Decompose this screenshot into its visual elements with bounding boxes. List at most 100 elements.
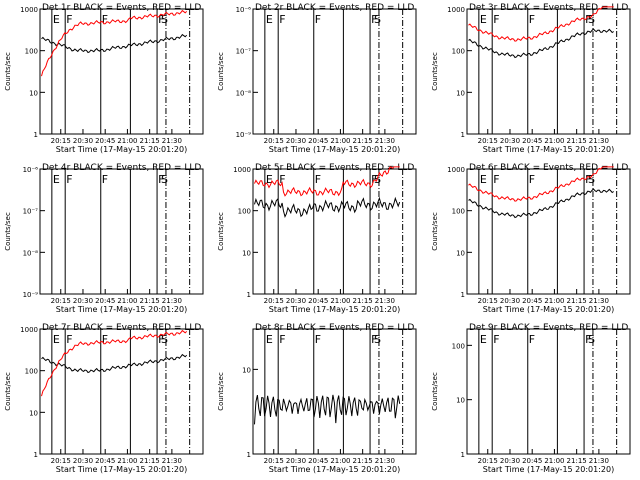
x-tick-label: 21:00 [544, 137, 564, 145]
event-marker: F [315, 13, 321, 26]
x-axis-label: Start Time (17-May-15 20:01:20) [269, 305, 400, 314]
x-tick-label: 21:15 [567, 457, 587, 465]
panel-title: Det 3r BLACK = Events, RED = LLD [469, 3, 628, 13]
y-tick-label: 10 [29, 89, 38, 97]
x-tick-label: 20:30 [286, 137, 306, 145]
panel-det1: Det 1r BLACK = Events, RED = LLD Counts/s… [4, 3, 204, 154]
y-tick-label: 100 [452, 48, 465, 56]
y-tick-label: 10 [456, 249, 465, 257]
event-marker: F [279, 13, 285, 26]
x-tick-label: 21:30 [589, 297, 609, 305]
x-tick-label: 21:00 [330, 137, 350, 145]
x-tick-label: 21:15 [353, 137, 373, 145]
y-tick-label: 1000 [233, 166, 251, 174]
x-tick-label: 21:30 [589, 457, 609, 465]
y-tick-label: 1000 [447, 6, 465, 14]
x-tick-label: 21:15 [140, 297, 160, 305]
event-marker: F [529, 173, 535, 186]
panel-det4: Det 4r BLACK = Events, RED = LLD Counts/s… [4, 163, 204, 314]
x-tick-label: 21:00 [330, 457, 350, 465]
x-tick-label: 20:15 [51, 137, 71, 145]
x-tick-label: 21:15 [567, 297, 587, 305]
event-marker: S [588, 173, 595, 186]
event-marker: F [279, 173, 285, 186]
event-marker: F [66, 173, 72, 186]
x-tick-label: 21:00 [544, 457, 564, 465]
event-marker: E [266, 333, 273, 346]
x-tick-label: 21:30 [375, 297, 395, 305]
x-tick-label: 21:00 [544, 297, 564, 305]
x-tick-label: 20:15 [478, 297, 498, 305]
y-axis-label: Counts/sec [4, 52, 12, 91]
x-tick-label: 21:15 [353, 297, 373, 305]
y-tick-label: 1 [461, 131, 465, 139]
series-lld [468, 6, 614, 42]
panel-det5: Det 5r BLACK = Events, RED = LLD Counts/s… [217, 163, 417, 314]
x-tick-label: 20:15 [478, 457, 498, 465]
event-marker: F [315, 333, 321, 346]
x-tick-label: 20:30 [73, 297, 93, 305]
event-marker: F [158, 173, 164, 186]
y-tick-label: 10⁻⁸ [236, 89, 252, 97]
x-tick-label: 20:45 [522, 457, 542, 465]
x-tick-label: 20:15 [264, 137, 284, 145]
event-marker: S [161, 13, 168, 26]
event-marker: S [161, 333, 168, 346]
event-marker: F [529, 333, 535, 346]
y-tick-label: 10 [242, 366, 251, 374]
event-marker: E [480, 333, 487, 346]
y-tick-label: 10⁻⁶ [23, 166, 39, 174]
panel-title: Det 4r BLACK = Events, RED = LLD [42, 163, 201, 173]
x-tick-label: 20:15 [51, 297, 71, 305]
y-tick-label: 100 [238, 208, 251, 216]
event-marker: F [493, 173, 499, 186]
event-marker: F [279, 333, 285, 346]
series-lld [468, 166, 614, 202]
plot-frame [252, 328, 417, 455]
x-tick-label: 20:15 [478, 137, 498, 145]
event-marker: F [529, 13, 535, 26]
x-tick-label: 21:30 [162, 457, 182, 465]
x-tick-label: 20:45 [308, 137, 328, 145]
x-tick-label: 21:30 [375, 137, 395, 145]
event-marker: S [374, 333, 381, 346]
y-axis-label: Counts/sec [431, 52, 439, 91]
x-tick-label: 20:30 [500, 457, 520, 465]
plot-frame [252, 8, 417, 135]
x-tick-label: 20:30 [73, 137, 93, 145]
y-tick-label: 10 [456, 89, 465, 97]
series-lld [254, 166, 400, 197]
panel-title: Det 5r BLACK = Events, RED = LLD [255, 163, 414, 173]
x-tick-label: 20:15 [264, 297, 284, 305]
x-axis-label: Start Time (17-May-15 20:01:20) [483, 465, 614, 474]
event-marker: F [315, 173, 321, 186]
panel-title: Det 9r BLACK = Events, RED = LLD [469, 323, 628, 333]
series-events [41, 33, 188, 54]
event-marker: F [102, 333, 108, 346]
event-marker: F [585, 173, 591, 186]
y-axis-label: Counts/sec [217, 212, 225, 251]
y-tick-label: 100 [452, 208, 465, 216]
panel-title: Det 7r BLACK = Events, RED = LLD [42, 323, 201, 333]
x-tick-label: 20:15 [51, 457, 71, 465]
x-tick-label: 21:00 [330, 297, 350, 305]
plot-frame [252, 168, 417, 295]
event-marker: F [158, 13, 164, 26]
x-axis-label: Start Time (17-May-15 20:01:20) [56, 145, 187, 154]
panel-title: Det 8r BLACK = Events, RED = LLD [255, 323, 414, 333]
x-tick-label: 20:30 [73, 457, 93, 465]
panel-title: Det 2r BLACK = Events, RED = LLD [255, 3, 414, 13]
x-tick-label: 21:00 [117, 137, 137, 145]
event-marker: E [266, 173, 273, 186]
x-axis-label: Start Time (17-May-15 20:01:20) [483, 305, 614, 314]
event-marker: E [480, 173, 487, 186]
plot-frame [39, 168, 204, 295]
y-axis-label: Counts/sec [4, 372, 12, 411]
x-tick-label: 21:00 [117, 297, 137, 305]
event-marker: F [66, 333, 72, 346]
y-tick-label: 1000 [20, 326, 38, 334]
y-tick-label: 1000 [20, 6, 38, 14]
series-events [468, 188, 614, 219]
event-marker: S [588, 13, 595, 26]
